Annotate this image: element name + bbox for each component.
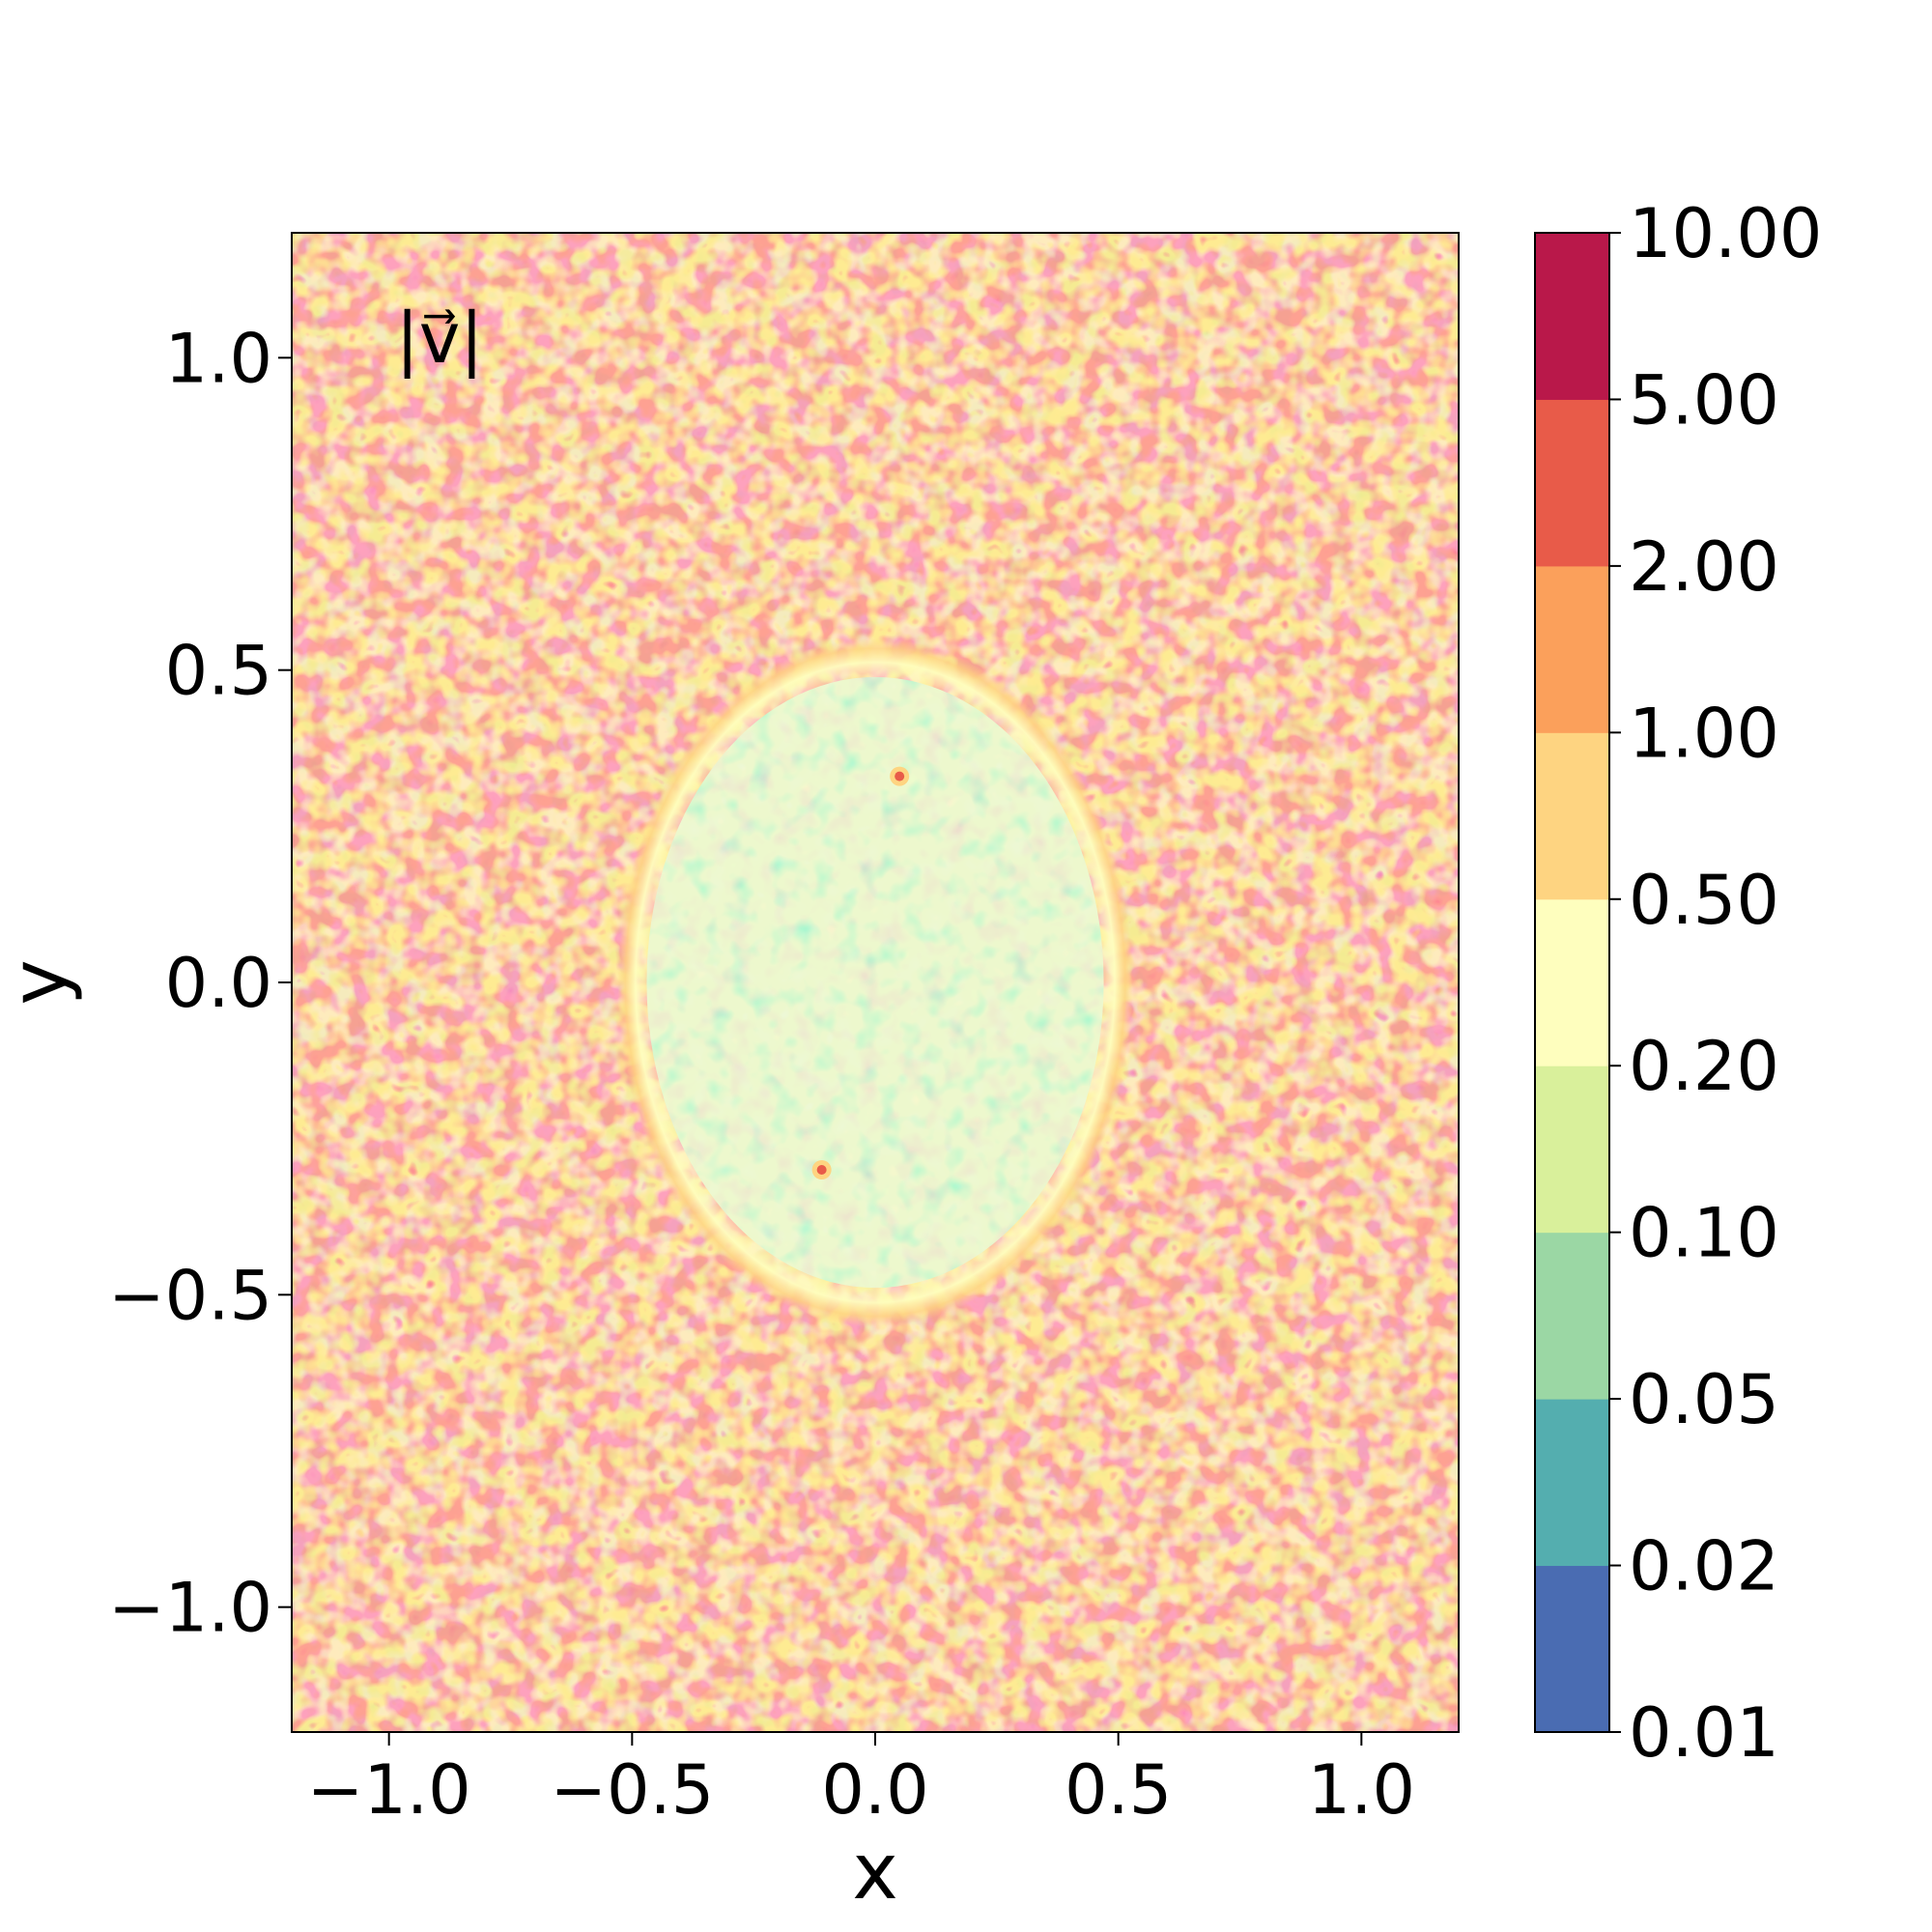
x-tick-label: 0.5 xyxy=(1065,1750,1172,1830)
y-axis: −1.0 −0.5 0.0 0.5 1.0 xyxy=(108,319,292,1648)
colorbar-band xyxy=(1535,399,1609,567)
point-feature-1 xyxy=(890,766,910,786)
field-annotation: |v⃗| xyxy=(395,298,483,380)
colorbar-tick-label: 10.00 xyxy=(1629,194,1822,273)
x-axis: −1.0 −0.5 0.0 0.5 1.0 xyxy=(307,1732,1415,1830)
colorbar-band xyxy=(1535,898,1609,1066)
colorbar-tick-label: 0.20 xyxy=(1629,1027,1779,1106)
colorbar-band xyxy=(1535,1399,1609,1567)
y-tick-label: −0.5 xyxy=(108,1256,272,1335)
plot-area xyxy=(292,233,1459,1732)
colorbar-band xyxy=(1535,1065,1609,1234)
colorbar-tick-label: 5.00 xyxy=(1629,360,1779,440)
colorbar-tick-label: 0.02 xyxy=(1629,1527,1779,1606)
colorbar-ticks: 0.01 0.02 0.05 0.10 0.20 0.50 1.00 2.00 5.00 10.0… xyxy=(1609,194,1822,1773)
colorbar-frame xyxy=(1534,232,1610,1733)
y-tick-label: 0.0 xyxy=(165,944,272,1023)
colorbar-tick-label: 0.01 xyxy=(1629,1693,1779,1773)
colorbar-band xyxy=(1535,565,1609,733)
x-tick-label: −0.5 xyxy=(550,1750,714,1830)
x-tick-label: 1.0 xyxy=(1308,1750,1415,1830)
x-tick-label: −1.0 xyxy=(307,1750,471,1830)
x-axis-label: x xyxy=(852,1827,897,1917)
colorbar-band xyxy=(1535,1565,1609,1733)
colorbar-tick-label: 2.00 xyxy=(1629,527,1779,607)
x-tick-label: 0.0 xyxy=(821,1750,928,1830)
colorbar-tick-label: 1.00 xyxy=(1629,694,1779,773)
colorbar-band xyxy=(1535,233,1609,400)
colorbar-tick-label: 0.10 xyxy=(1629,1194,1779,1273)
y-tick-label: 0.5 xyxy=(165,632,272,711)
y-axis-label: y xyxy=(0,959,84,1005)
colorbar-tick-label: 0.50 xyxy=(1629,861,1779,940)
colorbar xyxy=(1535,233,1609,1733)
y-tick-label: 1.0 xyxy=(165,319,272,398)
point-feature-2 xyxy=(811,1160,832,1179)
colorbar-tick-label: 0.05 xyxy=(1629,1360,1779,1439)
inner-field xyxy=(646,676,1104,1289)
colorbar-band xyxy=(1535,732,1609,900)
y-tick-label: −1.0 xyxy=(108,1569,272,1648)
colorbar-band xyxy=(1535,1232,1609,1400)
